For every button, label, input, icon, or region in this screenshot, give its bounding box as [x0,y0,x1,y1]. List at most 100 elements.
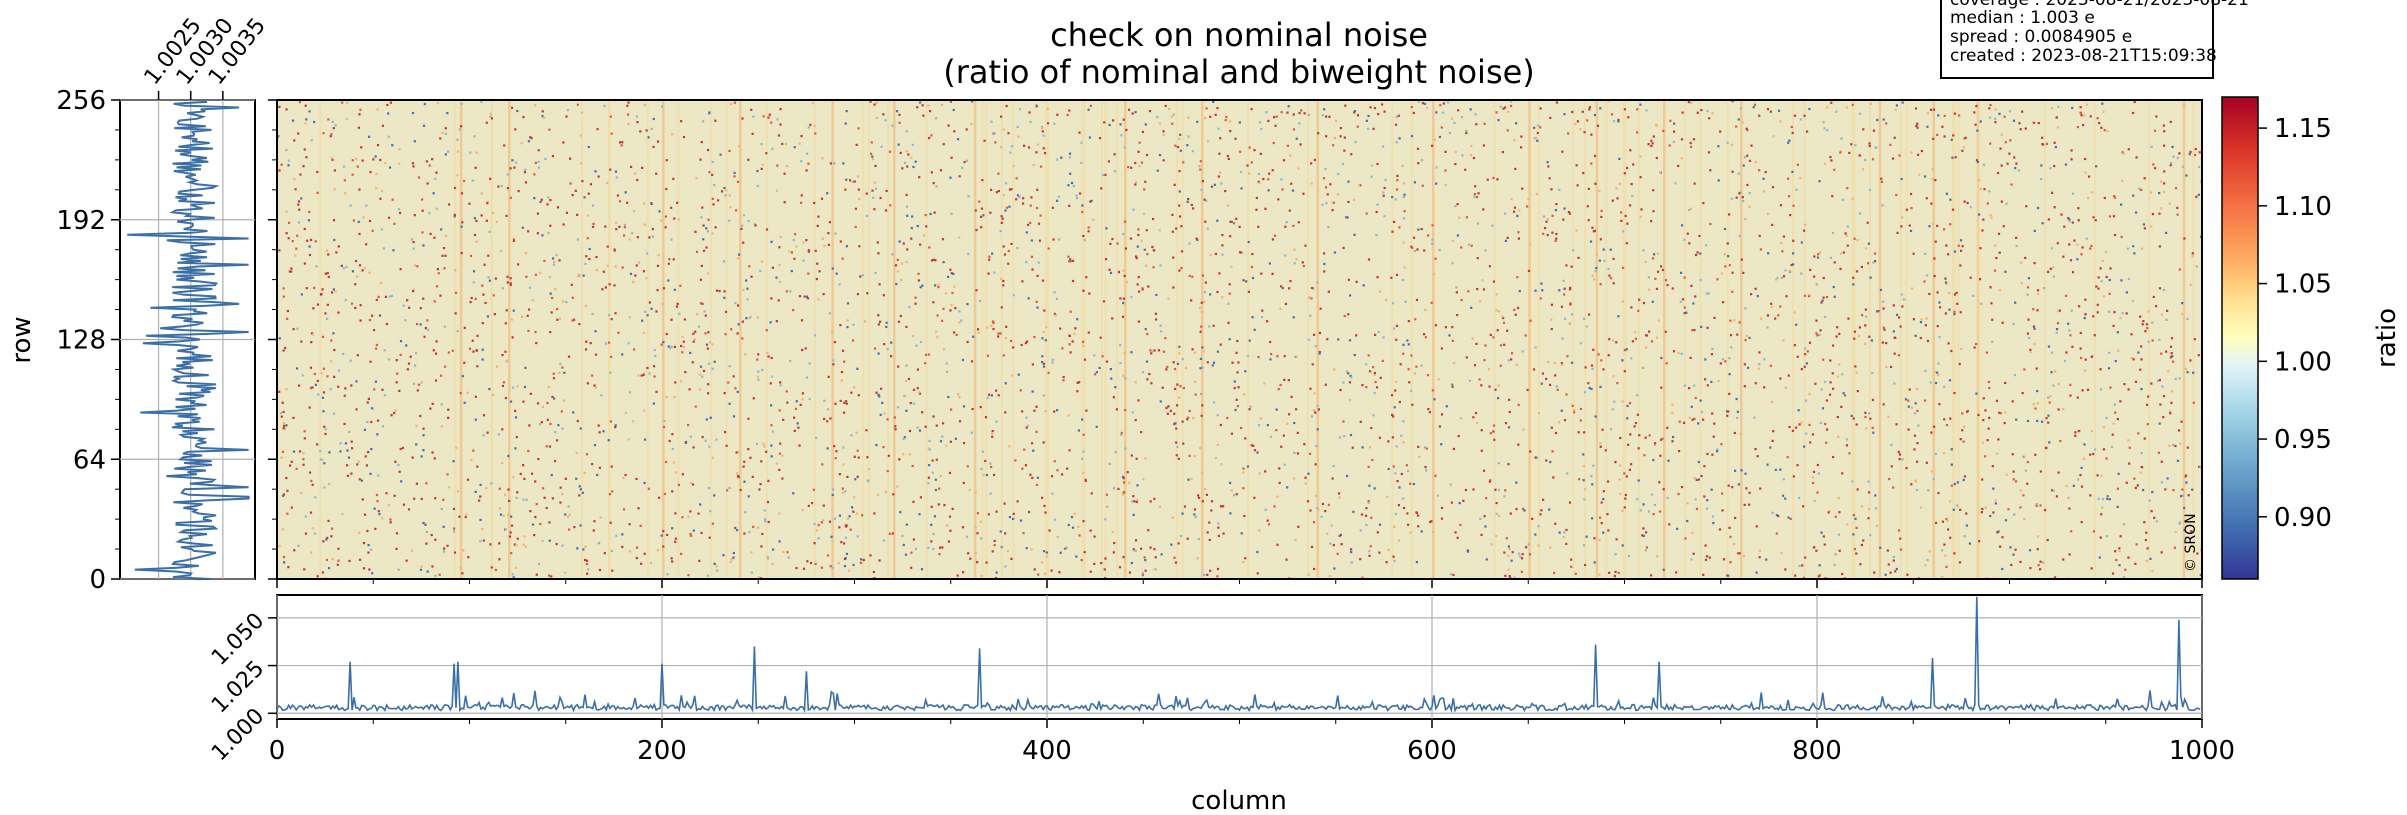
hot-pixel [1517,443,1520,446]
hot-pixel [651,227,654,231]
hot-pixel [588,247,591,251]
hot-pixel [1513,139,1516,142]
hot-pixel [1599,516,1602,519]
hot-pixel [1030,442,1034,445]
faint-column-stripe [1391,100,1394,579]
hot-pixel [609,420,613,423]
hot-pixel [592,529,595,532]
hot-pixel [295,367,299,370]
hot-pixel [342,165,346,168]
hot-pixel [1898,453,1902,456]
hot-pixel [871,189,874,192]
hot-pixel [1392,220,1396,224]
hot-pixel [438,573,441,576]
hot-pixel [295,467,298,470]
bright-column-stripe [2182,100,2186,579]
hot-pixel [648,236,651,239]
hot-pixel [1867,517,1870,520]
hot-pixel [1139,547,1143,550]
hot-pixel [746,287,749,290]
hot-pixel [1826,428,1829,431]
hot-pixel [1845,234,1848,237]
hot-pixel [321,396,325,399]
hot-pixel [493,313,496,316]
hot-pixel [1062,379,1065,382]
hot-pixel [1122,555,1125,559]
hot-pixel [762,115,765,118]
hot-pixel [2041,561,2045,564]
hot-pixel [1099,336,1102,339]
hot-pixel [1298,111,1301,115]
hot-pixel [313,286,316,289]
hot-pixel [1630,357,1633,360]
hot-pixel [1806,350,1809,353]
hot-pixel [377,510,380,513]
hot-pixel [857,456,860,459]
hot-pixel [2096,474,2099,477]
hot-pixel [1408,381,1411,384]
hot-pixel [1737,483,1740,486]
hot-pixel [384,161,387,165]
hot-pixel [285,232,288,235]
hot-pixel [505,309,508,312]
hot-pixel [2130,356,2133,360]
hot-pixel [367,397,370,401]
hot-pixel [2037,292,2040,296]
hot-pixel [767,355,770,358]
hot-pixel [999,229,1002,233]
hot-pixel [1055,297,1059,300]
hot-pixel [2014,301,2017,304]
hot-pixel [2021,110,2024,113]
hot-pixel [702,224,705,227]
hot-pixel [534,480,537,483]
hot-pixel [2105,416,2108,419]
hot-pixel [1413,249,1416,253]
hot-pixel [1910,151,1913,154]
hot-pixel [1794,574,1797,577]
hot-pixel [813,334,817,337]
hot-pixel [1981,229,1984,232]
hot-pixel [1298,122,1301,125]
hot-pixel [1020,343,1023,347]
hot-pixel [608,313,611,317]
hot-pixel [761,163,765,166]
hot-pixel [856,367,859,370]
hot-pixel [1018,108,1022,111]
faint-column-stripe [454,100,457,579]
hot-pixel [644,310,647,313]
hot-pixel [1901,458,1904,461]
hot-pixel [1926,339,1930,343]
hot-pixel [1235,493,1238,496]
hot-pixel [575,451,578,455]
hot-pixel [866,292,869,295]
hot-pixel [707,362,711,365]
hot-pixel [608,341,611,344]
hot-pixel [558,317,561,320]
hot-pixel [534,330,537,334]
hot-pixel [398,162,401,165]
hot-pixel [1906,573,1909,576]
hot-pixel [872,196,875,199]
hot-pixel [626,113,630,116]
hot-pixel [1137,150,1140,153]
hot-pixel [1042,550,1046,553]
hot-pixel [1005,104,1008,108]
hot-pixel [366,401,369,404]
hot-pixel [474,418,477,421]
hot-pixel [1846,225,1849,228]
hot-pixel [466,478,470,481]
hot-pixel [984,459,987,463]
hot-pixel [1695,507,1699,511]
hot-pixel [1799,176,1802,180]
hot-pixel [1393,559,1396,563]
hot-pixel [1280,111,1283,114]
hot-pixel [1596,124,1600,127]
hot-pixel [2079,356,2083,360]
hot-pixel [1636,498,1639,501]
hot-pixel [1350,376,1353,379]
hot-pixel [1359,529,1362,532]
hot-pixel [681,516,684,519]
faint-column-stripe [925,100,928,579]
hot-pixel [1283,378,1286,381]
hot-pixel [1175,441,1178,444]
